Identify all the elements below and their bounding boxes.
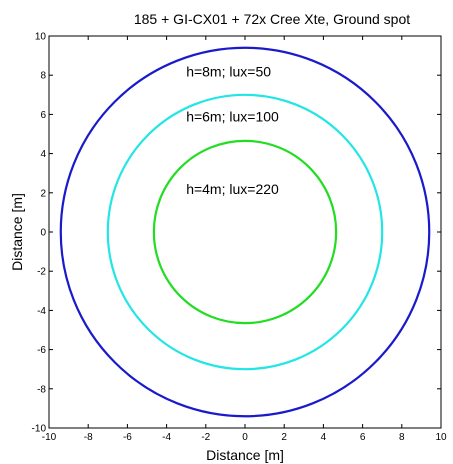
- y-tick-label: 8: [40, 71, 46, 82]
- x-tick-label: 2: [281, 432, 287, 443]
- x-tick-label: 0: [242, 432, 248, 443]
- contour-circle-3: [152, 139, 338, 325]
- x-tick-label: -10: [42, 432, 57, 443]
- x-tick-label: 6: [360, 432, 366, 443]
- x-tick-label: -4: [162, 432, 171, 443]
- contour-label-1: h=8m; lux=50: [186, 63, 271, 79]
- y-tick-label: 2: [40, 188, 46, 199]
- x-tick-label: -6: [123, 432, 132, 443]
- circles: [59, 46, 431, 418]
- x-tick-label: -2: [201, 432, 210, 443]
- x-tick-label: -8: [84, 432, 93, 443]
- y-tick-label: -6: [37, 345, 46, 356]
- contour-circle-1: [59, 46, 431, 418]
- y-tick-label: 4: [40, 149, 46, 160]
- y-axis-label: Distance [m]: [9, 193, 25, 271]
- x-tick-label: 10: [435, 432, 447, 443]
- y-tick-label: -4: [37, 306, 46, 317]
- y-tick-label: -2: [37, 267, 46, 278]
- y-tick-label: 6: [40, 110, 46, 121]
- contour-label-3: h=4m; lux=220: [186, 181, 279, 197]
- y-tick-label: -8: [37, 384, 46, 395]
- annotations: h=8m; lux=50 h=6m; lux=100 h=4m; lux=220: [186, 63, 279, 197]
- x-tick-label: 4: [321, 432, 327, 443]
- y-tick-label: -10: [32, 424, 47, 435]
- axis-ticks: -10 -8 -6 -4 -2 0 2 4 6 8 10 -10 -8 -6 -4 -2 0 2 4 6 8 10: [32, 32, 447, 444]
- y-tick-label: 10: [35, 32, 47, 43]
- contour-circle-2: [106, 93, 384, 371]
- x-tick-label: 8: [399, 432, 405, 443]
- chart-title: 185 + GI-CX01 + 72x Cree Xte, Ground spo…: [134, 11, 410, 27]
- contour-label-2: h=6m; lux=100: [186, 108, 279, 124]
- y-tick-label: 0: [40, 228, 46, 239]
- x-axis-label: Distance [m]: [206, 447, 284, 463]
